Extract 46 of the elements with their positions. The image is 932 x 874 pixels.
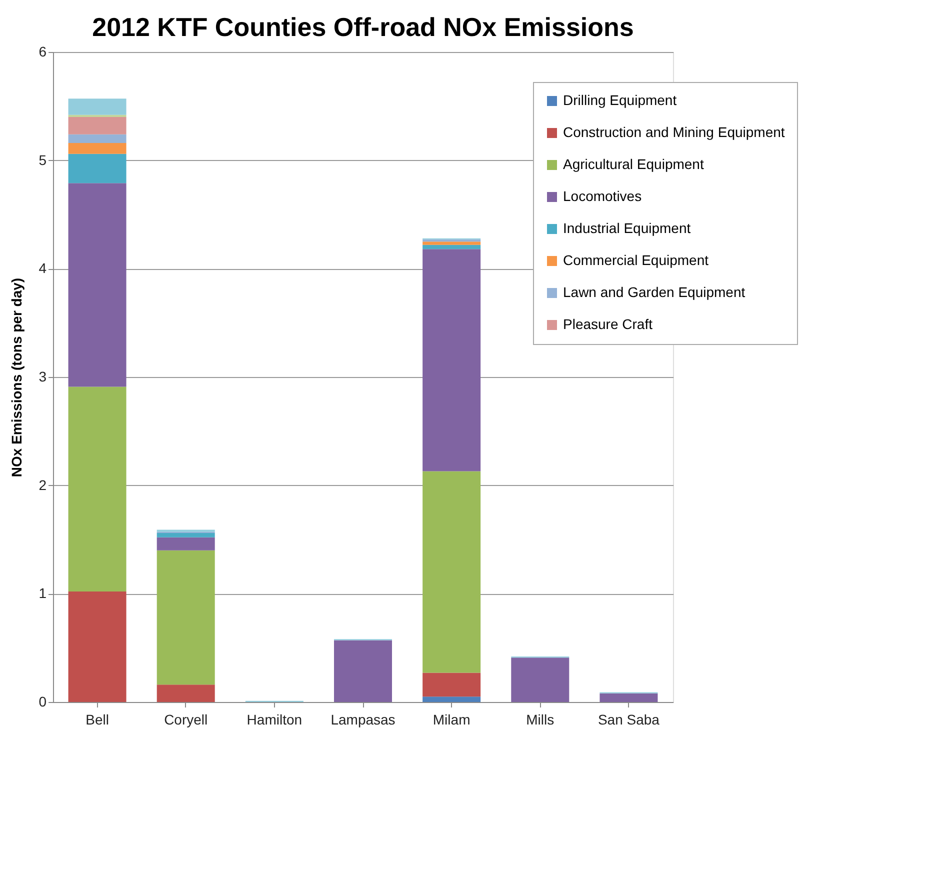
y-tick-label: 2 [38, 476, 47, 493]
bar [68, 154, 126, 184]
bar [422, 242, 481, 245]
legend-label: Lawn and Garden Equipment [563, 284, 746, 300]
bar [511, 658, 570, 702]
x-tick-label: Coryell [164, 712, 208, 728]
legend-label: Industrial Equipment [563, 220, 691, 236]
bar [422, 672, 481, 697]
chart-title: 2012 KTF Counties Off-road NOx Emissions [92, 12, 634, 42]
bar [156, 550, 215, 685]
legend-label: Agricultural Equipment [563, 156, 704, 172]
y-tick-label: 0 [38, 694, 47, 710]
bar [422, 249, 481, 472]
bar [68, 592, 126, 702]
y-axis-title: NOx Emissions (tons per day) [8, 278, 25, 478]
x-tick-label: Lampasas [330, 712, 396, 728]
legend-label: Commercial Equipment [563, 252, 709, 268]
y-tick-label: 4 [38, 260, 47, 276]
bar [422, 244, 481, 250]
bar [334, 640, 392, 702]
legend-label: Locomotives [563, 188, 642, 204]
legend-label: Construction and Mining Equipment [563, 124, 785, 140]
bar [68, 183, 126, 387]
bar [156, 537, 215, 550]
x-tick-label: Bell [86, 712, 109, 728]
x-tick-label: Hamilton [246, 712, 302, 728]
x-tick-label: San Saba [598, 712, 660, 728]
y-tick-label: 3 [38, 368, 47, 384]
bar [422, 696, 481, 702]
y-tick-label: 1 [38, 585, 47, 602]
bar [68, 98, 126, 115]
y-tick-label: 6 [38, 44, 47, 60]
bar [68, 134, 126, 143]
bar [68, 117, 126, 134]
bar [68, 143, 126, 154]
bar [156, 533, 215, 538]
bar [68, 386, 126, 592]
bar [600, 693, 658, 702]
legend-label: Pleasure Craft [563, 316, 653, 332]
y-tick-label: 5 [38, 152, 47, 168]
x-tick-label: Mills [526, 712, 554, 728]
bar [422, 239, 481, 242]
bar [422, 471, 481, 673]
x-tick-label: Milam [432, 712, 470, 728]
legend-label: Drilling Equipment [563, 92, 677, 108]
bar [156, 684, 215, 702]
